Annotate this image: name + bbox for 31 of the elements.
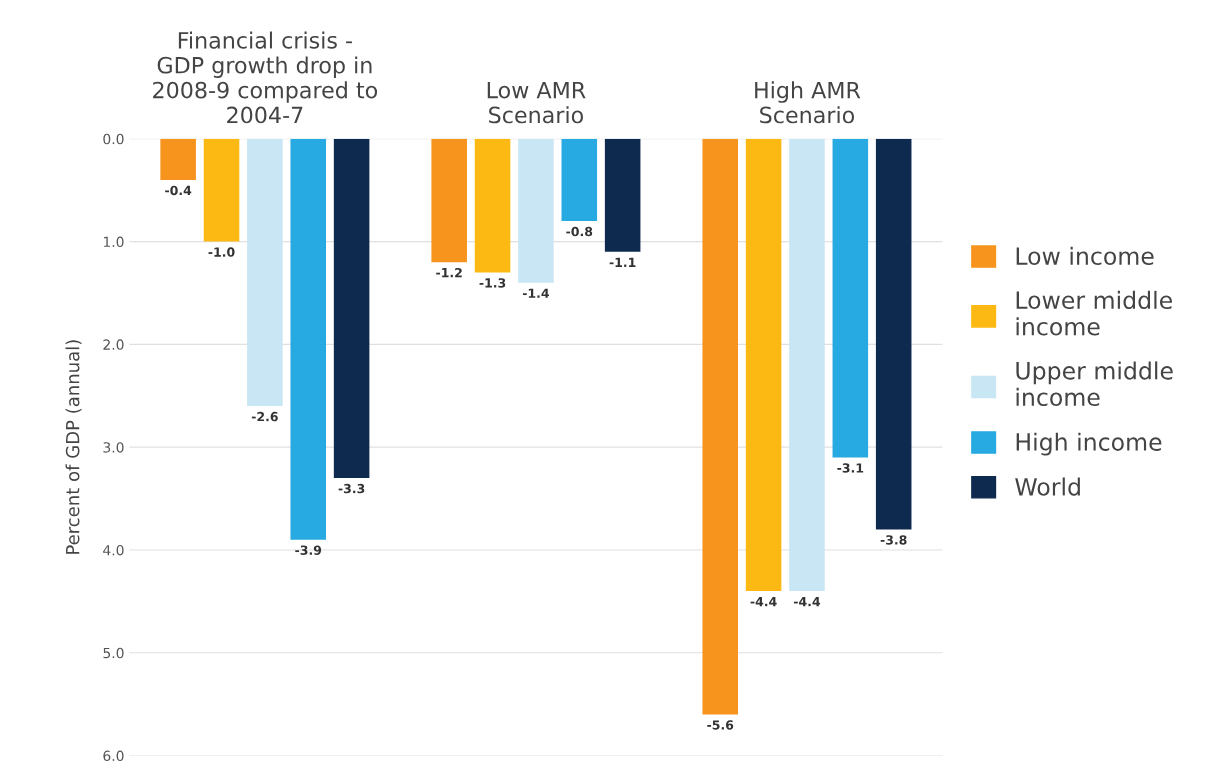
legend-label: High income — [1016, 432, 1162, 456]
y-tick-label: 5.0 — [103, 647, 124, 659]
data-label: -3.9 — [295, 545, 322, 555]
x-tick-label: Financial crisis - GDP growth drop in 2008-9 compared to 2004-7 — [153, 31, 378, 124]
y-tick-label: 1.0 — [103, 236, 124, 248]
y-axis-title: Percent of GDP (annual) — [65, 340, 82, 554]
data-label: -3.8 — [880, 535, 907, 545]
data-label: -4.4 — [793, 597, 821, 607]
data-label: -1.2 — [436, 267, 462, 278]
y-tick-label: 4.0 — [103, 544, 124, 556]
y-tick-label: 2.0 — [103, 339, 124, 350]
legend-label: Low income — [1016, 246, 1154, 266]
x-tick-label: High AMR Scenario — [755, 81, 861, 124]
y-tick-label: 3.0 — [103, 442, 124, 453]
data-label: -0.4 — [165, 185, 192, 196]
data-label: -3.3 — [338, 483, 365, 494]
data-label: -1.4 — [522, 288, 550, 298]
x-tick-label: Low AMR Scenario — [487, 81, 586, 124]
data-label: -1.1 — [609, 257, 636, 267]
legend-label: Upper middle income — [1016, 361, 1173, 407]
legend-label: World — [1015, 477, 1080, 496]
y-tick-label: 0.0 — [103, 133, 124, 145]
data-label: -5.6 — [707, 720, 734, 730]
data-label: -1.0 — [208, 247, 235, 257]
data-label: -4.4 — [750, 597, 777, 607]
y-tick-label: 6.0 — [103, 750, 124, 762]
data-label: -0.8 — [566, 226, 593, 237]
data-label: -2.6 — [251, 411, 278, 422]
data-label: -1.3 — [479, 278, 506, 288]
legend-label: Lower middle income — [1016, 290, 1172, 336]
data-label: -3.1 — [837, 463, 864, 473]
